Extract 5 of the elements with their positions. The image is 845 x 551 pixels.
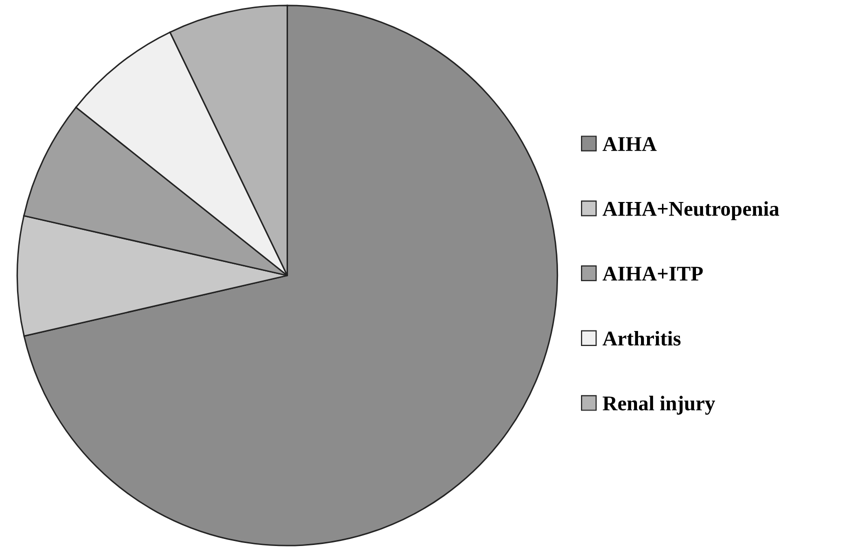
legend-label: AIHA+ITP xyxy=(602,266,703,281)
legend-label: Arthritis xyxy=(602,330,681,346)
legend-label: Renal injury xyxy=(602,396,716,415)
legend-label: AIHA+Neutropenia xyxy=(602,201,780,220)
legend-label: AIHA xyxy=(602,137,657,151)
